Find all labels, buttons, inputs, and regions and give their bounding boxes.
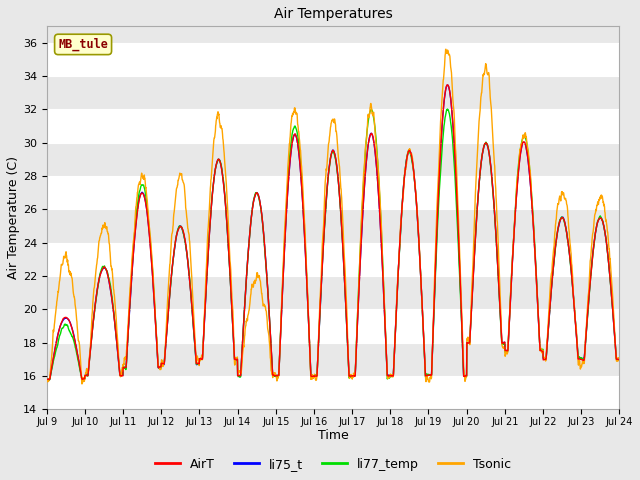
li75_t	[565, 249, 573, 254]
Bar	[47, 376, 620, 409]
li77_temp	[45, 377, 53, 383]
li75_t	[43, 377, 51, 383]
li77_temp	[203, 276, 211, 281]
li77_temp	[43, 376, 51, 382]
Tsonic	[442, 47, 450, 52]
X-axis label: Time: Time	[317, 430, 348, 443]
Line: AirT: AirT	[47, 85, 620, 380]
AirT	[45, 377, 52, 383]
li75_t	[362, 159, 370, 165]
Bar	[47, 76, 620, 109]
Text: MB_tule: MB_tule	[58, 38, 108, 51]
AirT	[565, 249, 573, 254]
Tsonic	[500, 345, 508, 351]
Title: Air Temperatures: Air Temperatures	[274, 7, 392, 21]
AirT	[444, 82, 451, 88]
Tsonic	[203, 259, 211, 265]
Tsonic	[362, 137, 370, 143]
li77_temp	[350, 373, 358, 379]
Bar	[47, 109, 620, 143]
li77_temp	[565, 249, 573, 255]
li75_t	[500, 340, 508, 346]
li75_t	[79, 377, 86, 383]
li77_temp	[581, 346, 589, 351]
AirT	[203, 277, 211, 283]
Bar	[47, 243, 620, 276]
Line: li77_temp: li77_temp	[47, 109, 620, 380]
AirT	[616, 357, 623, 362]
AirT	[362, 158, 370, 164]
Bar	[47, 176, 620, 209]
li77_temp	[362, 136, 370, 142]
Tsonic	[581, 343, 589, 348]
li75_t	[350, 373, 358, 379]
Bar	[47, 276, 620, 309]
li77_temp	[444, 106, 451, 112]
Tsonic	[565, 229, 573, 235]
AirT	[500, 339, 508, 345]
AirT	[581, 344, 589, 350]
li75_t	[616, 357, 623, 362]
Legend: AirT, li75_t, li77_temp, Tsonic: AirT, li75_t, li77_temp, Tsonic	[150, 453, 516, 476]
Bar	[47, 209, 620, 243]
Tsonic	[78, 381, 86, 387]
li75_t	[581, 343, 589, 349]
Tsonic	[616, 359, 623, 364]
li75_t	[203, 278, 211, 284]
Bar	[47, 343, 620, 376]
AirT	[43, 376, 51, 382]
Tsonic	[350, 374, 358, 380]
Y-axis label: Air Temperature (C): Air Temperature (C)	[7, 156, 20, 279]
Bar	[47, 309, 620, 343]
Line: li75_t: li75_t	[47, 85, 620, 380]
li77_temp	[616, 357, 623, 362]
AirT	[350, 373, 358, 379]
Bar	[47, 43, 620, 76]
Bar	[47, 143, 620, 176]
li77_temp	[500, 341, 508, 347]
li75_t	[444, 83, 451, 88]
Line: Tsonic: Tsonic	[47, 49, 620, 384]
Tsonic	[43, 377, 51, 383]
